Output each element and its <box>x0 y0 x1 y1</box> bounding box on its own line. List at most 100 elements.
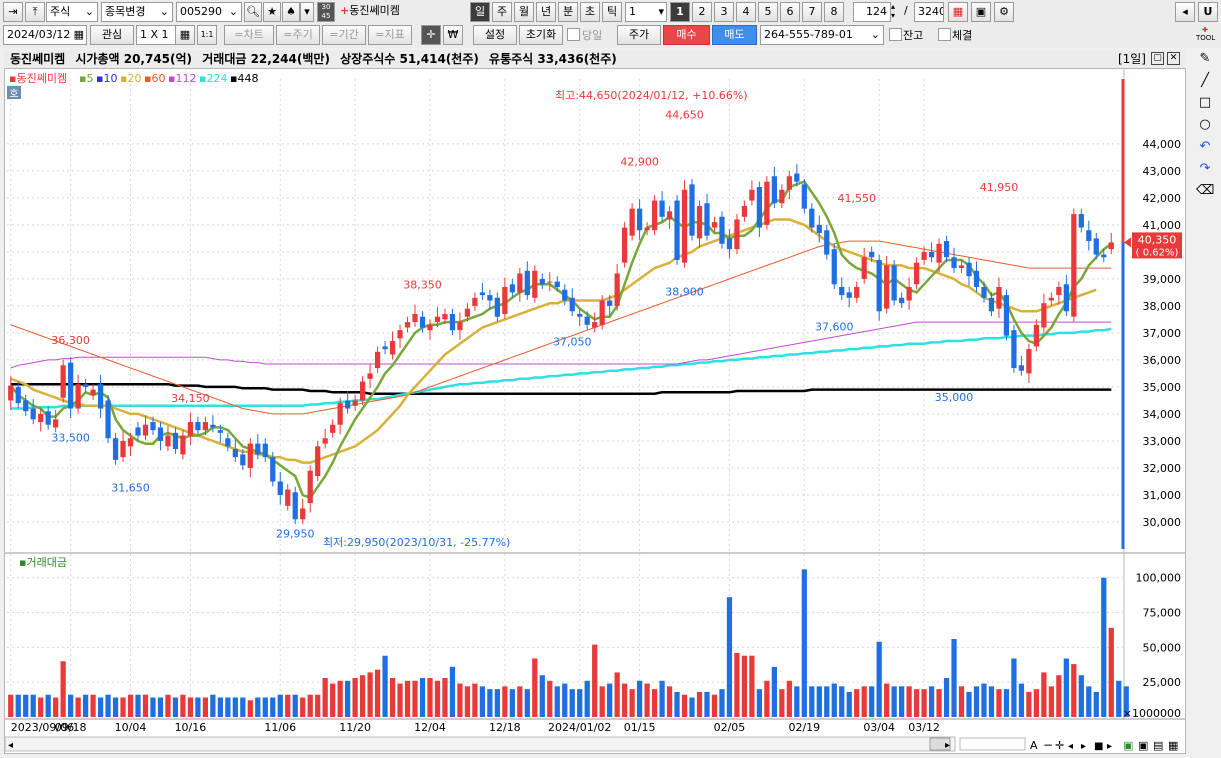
candle-body <box>681 189 688 263</box>
number-button-2[interactable]: 2 <box>692 2 712 22</box>
price-annotation: 44,650 <box>665 108 704 121</box>
volume-bar <box>891 686 897 717</box>
time-icon[interactable]: 30 45 <box>317 2 335 22</box>
count-input[interactable]: 124 <box>853 2 891 22</box>
gear-icon[interactable]: ⚙ <box>994 2 1014 22</box>
info-volume-amount: 거래대금 22,244(백만) <box>202 52 330 66</box>
today-checkbox[interactable] <box>567 28 580 41</box>
spade-icon[interactable]: ♠ <box>282 2 300 22</box>
price-button[interactable]: 주가 <box>617 25 661 45</box>
candle-body <box>622 227 628 263</box>
volume-bar <box>15 694 21 717</box>
period-tab-1[interactable]: 주 <box>492 2 512 22</box>
maximize-icon[interactable]: ▢ <box>1151 52 1164 65</box>
grid-layout[interactable]: 1 X 1 <box>136 25 176 45</box>
number-button-8[interactable]: 8 <box>824 2 844 22</box>
move-top-icon[interactable]: ⤒ <box>25 2 45 22</box>
number-button-5[interactable]: 5 <box>758 2 778 22</box>
price-annotation: 35,000 <box>935 391 974 404</box>
balance-checkbox[interactable] <box>889 28 902 41</box>
candle-body <box>15 386 21 404</box>
indicator-button[interactable]: =지표 <box>368 25 412 45</box>
code-input[interactable]: 005290 ⌄ <box>176 2 242 22</box>
line-icon[interactable]: ╱ <box>1201 73 1209 88</box>
volume-bar <box>232 697 238 717</box>
save-icon[interactable]: ▣ <box>971 2 991 22</box>
cycle-button[interactable]: =주기 <box>276 25 320 45</box>
sell-button[interactable]: 매도 <box>712 25 757 45</box>
u-button[interactable]: U <box>1198 2 1218 22</box>
candle-body <box>292 492 298 520</box>
volume-bar <box>1048 686 1054 717</box>
candle-body <box>562 289 568 301</box>
period-tab-0[interactable]: 일 <box>470 2 490 22</box>
volume-bar <box>704 691 710 717</box>
volume-bar <box>824 686 830 717</box>
period-tab-5[interactable]: 초 <box>580 2 600 22</box>
account-select[interactable]: 264-555-789-01 ⌄ <box>760 25 884 45</box>
volume-bar <box>689 697 695 717</box>
x-tick-label: 03/12 <box>908 721 940 734</box>
erase-all-icon[interactable]: ⌫ <box>1196 183 1215 198</box>
number-button-1[interactable]: 1 <box>670 2 690 22</box>
pencil-icon[interactable]: ✎ <box>1199 51 1211 66</box>
volume-bar <box>1116 680 1122 717</box>
period-tab-4[interactable]: 분 <box>558 2 578 22</box>
candle-body <box>472 297 478 306</box>
volume-bar <box>419 678 426 717</box>
candle-body <box>936 243 942 263</box>
date-input[interactable]: 2024/03/12 ▦ <box>3 25 87 45</box>
ratio-button[interactable]: 1:1 <box>197 25 217 45</box>
period-tab-2[interactable]: 월 <box>514 2 534 22</box>
setting-button[interactable]: 설정 <box>473 25 517 45</box>
spin-icon[interactable]: ▴ ▾ <box>891 2 896 20</box>
period-button[interactable]: =기간 <box>322 25 366 45</box>
period-tab-6[interactable]: 틱 <box>602 2 622 22</box>
number-button-4[interactable]: 4 <box>736 2 756 22</box>
chart-svg: 30,000 31,000 32,000 33,000 34,000 35,000 36,0… <box>4 69 1185 752</box>
change-select[interactable]: 종목변경 ⌄ <box>101 2 173 22</box>
candle-body <box>786 176 792 190</box>
buy-button[interactable]: 매수 <box>663 25 710 45</box>
chart-area[interactable]: 30,000 31,000 32,000 33,000 34,000 35,000 36,0… <box>4 68 1186 754</box>
redo-icon[interactable]: ↷ <box>1199 161 1211 176</box>
volume-bar <box>741 655 748 717</box>
rectangle-icon[interactable]: □ <box>1198 95 1212 110</box>
volume-bar <box>696 691 703 717</box>
candle-body <box>816 224 822 233</box>
down-arrow-icon[interactable]: ▾ <box>300 2 314 22</box>
zoom-out-icon: − <box>1043 738 1053 752</box>
circle-icon[interactable]: ○ <box>1199 117 1211 132</box>
grid-color-icon[interactable]: ▦ <box>948 2 968 22</box>
volume-bar <box>202 697 209 717</box>
volume-bar <box>389 678 396 717</box>
candle-body <box>502 286 508 314</box>
won-icon[interactable]: ₩ <box>443 25 463 45</box>
chart-button[interactable]: =차트 <box>224 25 274 45</box>
number-button-3[interactable]: 3 <box>714 2 734 22</box>
candle-body <box>1071 214 1077 317</box>
search-icon[interactable]: 🔍︎ <box>244 2 262 22</box>
tool-icon[interactable]: ✚ TOOL <box>1196 26 1216 42</box>
candle-body <box>921 251 927 260</box>
price-tick-label: 34,000 <box>1143 408 1182 421</box>
period-value-select[interactable]: 1 ▾ <box>625 2 667 22</box>
number-button-7[interactable]: 7 <box>802 2 822 22</box>
star-icon[interactable]: ★ <box>263 2 281 22</box>
volume-bar <box>884 683 890 717</box>
number-button-6[interactable]: 6 <box>780 2 800 22</box>
watch-button[interactable]: 관심 <box>90 25 134 45</box>
pin-icon[interactable]: ⇥ <box>3 2 23 22</box>
filled-checkbox[interactable] <box>938 28 951 41</box>
left-icon[interactable]: ◂ <box>1175 2 1195 22</box>
price-tick-label: 31,000 <box>1143 489 1182 502</box>
reset-button[interactable]: 초기화 <box>519 25 563 45</box>
table-icon[interactable]: ▦ <box>175 25 195 45</box>
crosshair-icon[interactable]: ✛ <box>421 25 441 45</box>
close-icon[interactable]: ✕ <box>1167 52 1180 65</box>
stock-name-field[interactable]: +동진쎄미켐 <box>337 2 465 22</box>
market-select[interactable]: 주식 ⌄ <box>46 2 98 22</box>
undo-icon[interactable]: ↶ <box>1199 139 1211 154</box>
period-tab-3[interactable]: 년 <box>536 2 556 22</box>
current-price-arrow <box>1124 237 1131 248</box>
